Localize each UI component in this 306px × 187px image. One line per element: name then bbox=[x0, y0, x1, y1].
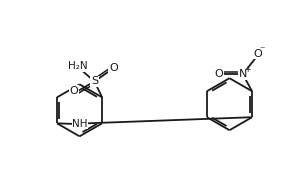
Text: O: O bbox=[69, 86, 78, 96]
Text: O: O bbox=[253, 49, 262, 59]
Text: NH: NH bbox=[72, 119, 88, 129]
Text: N: N bbox=[239, 69, 247, 79]
Text: O: O bbox=[109, 63, 118, 73]
Text: ⁻: ⁻ bbox=[260, 45, 265, 55]
Text: +: + bbox=[244, 65, 250, 74]
Text: O: O bbox=[215, 69, 223, 79]
Text: S: S bbox=[91, 76, 98, 86]
Text: H₂N: H₂N bbox=[68, 61, 88, 71]
